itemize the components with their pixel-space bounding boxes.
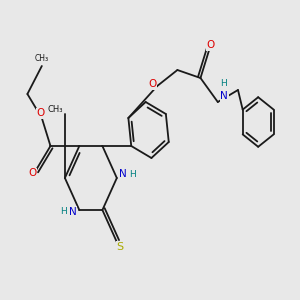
- Text: CH₃: CH₃: [35, 54, 49, 63]
- Text: N: N: [220, 91, 228, 101]
- Text: H: H: [60, 208, 67, 217]
- Text: CH₃: CH₃: [47, 106, 63, 115]
- Text: O: O: [148, 79, 156, 89]
- Text: N: N: [119, 169, 127, 179]
- Text: N: N: [69, 207, 77, 217]
- Text: O: O: [28, 168, 37, 178]
- Text: O: O: [206, 40, 215, 50]
- Text: H: H: [220, 80, 227, 88]
- Text: S: S: [117, 242, 124, 252]
- Text: O: O: [36, 108, 44, 118]
- Text: H: H: [129, 169, 136, 178]
